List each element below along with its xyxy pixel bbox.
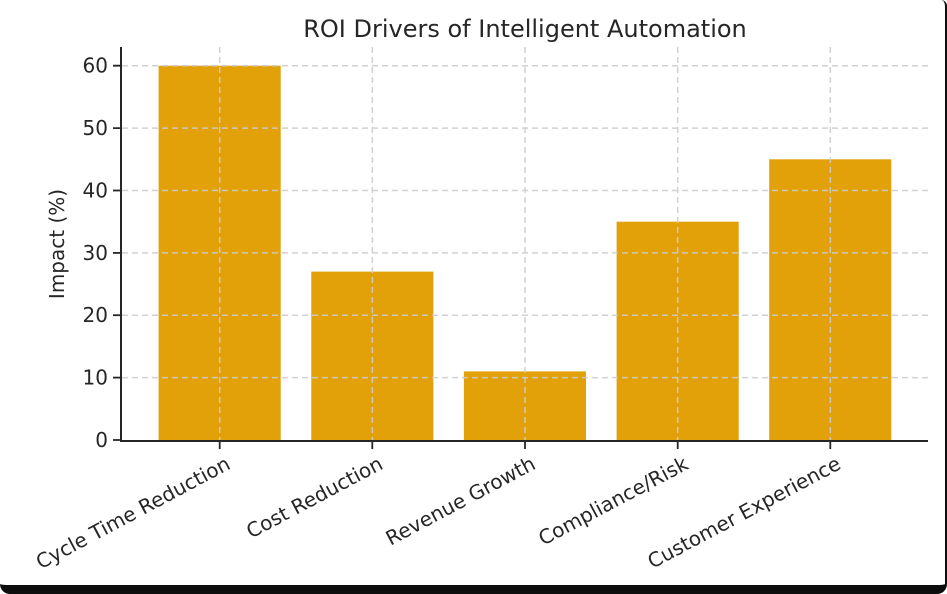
chart-title: ROI Drivers of Intelligent Automation: [303, 15, 747, 43]
x-tick-label-cost-reduction: Cost Reduction: [242, 451, 386, 543]
grid-layer: [122, 47, 928, 440]
x-tick-label-cycle-time-reduction: Cycle Time Reduction: [32, 451, 234, 574]
y-tick-label-30: 30: [83, 241, 108, 265]
bar-cost-reduction: [311, 271, 434, 440]
y-tick-label-0: 0: [95, 428, 108, 452]
axes-layer: [113, 47, 928, 449]
y-tick-label-20: 20: [83, 303, 108, 327]
y-tick-label-60: 60: [83, 54, 108, 78]
x-tick-label-compliance-risk: Compliance/Risk: [534, 451, 692, 550]
x-tick-label-revenue-growth: Revenue Growth: [382, 451, 540, 550]
y-tick-label-50: 50: [83, 116, 108, 140]
y-tick-label-40: 40: [83, 179, 108, 203]
y-axis-label: Impact (%): [45, 189, 69, 299]
y-tick-label-10: 10: [83, 366, 108, 390]
